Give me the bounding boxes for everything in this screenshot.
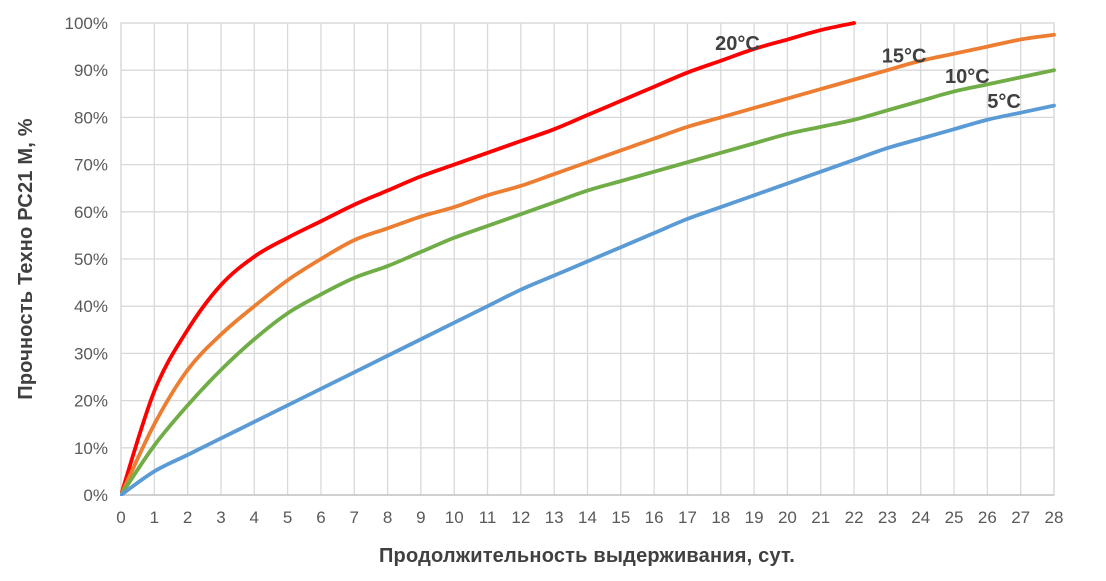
y-tick-label: 60%	[74, 203, 108, 222]
x-tick-label: 25	[945, 508, 964, 527]
series-line-0	[120, 21, 856, 496]
x-tick-label: 10	[445, 508, 464, 527]
x-tick-label: 12	[511, 508, 530, 527]
x-tick-label: 14	[578, 508, 597, 527]
x-tick-label: 17	[678, 508, 697, 527]
x-tick-label: 3	[216, 508, 225, 527]
series-annotation-3: 5°C	[987, 91, 1021, 113]
x-tick-label: 22	[845, 508, 864, 527]
x-tick-label: 5	[283, 508, 292, 527]
x-tick-label: 28	[1045, 508, 1064, 527]
x-tick-label: 7	[350, 508, 359, 527]
y-tick-label: 40%	[74, 297, 108, 316]
series-line-2	[120, 68, 1056, 496]
x-tick-label: 6	[316, 508, 325, 527]
x-tick-label: 2	[183, 508, 192, 527]
axis-tick-labels: 0 1 2 3 4 5 6 7 8 9 10 11 12 13 14 15 16 17 18 19 20 21 22 23 24…	[65, 14, 1064, 527]
x-tick-label: 9	[416, 508, 425, 527]
y-tick-label: 70%	[74, 156, 108, 175]
series-line-1	[120, 32, 1056, 496]
series-annotation-0: 20°C	[715, 33, 760, 55]
y-tick-label: 0%	[83, 486, 108, 505]
x-tick-label: 4	[250, 508, 259, 527]
y-tick-label: 80%	[74, 108, 108, 127]
x-tick-label: 23	[878, 508, 897, 527]
y-tick-label: 100%	[65, 14, 108, 33]
y-tick-label: 50%	[74, 250, 108, 269]
x-tick-label: 11	[479, 508, 497, 527]
series-line-3	[120, 103, 1056, 496]
x-tick-label: 13	[545, 508, 564, 527]
x-tick-label: 1	[150, 508, 159, 527]
x-tick-label: 20	[778, 508, 797, 527]
y-tick-label: 20%	[74, 392, 108, 411]
series-labels: 20°C 15°C 10°C 5°C	[715, 33, 1021, 113]
x-tick-label: 27	[1011, 508, 1030, 527]
y-axis-title: Прочность Техно РС21 М, %	[15, 118, 37, 399]
series-lines	[120, 21, 1056, 496]
y-tick-label: 10%	[74, 439, 108, 458]
series-annotation-2: 10°C	[945, 66, 990, 88]
x-tick-label: 16	[645, 508, 664, 527]
gridlines	[120, 22, 1055, 496]
y-tick-label: 30%	[74, 344, 108, 363]
x-tick-label: 15	[611, 508, 630, 527]
plot-border	[120, 22, 1055, 496]
x-tick-label: 8	[383, 508, 392, 527]
x-tick-label: 26	[978, 508, 997, 527]
x-tick-label: 18	[711, 508, 730, 527]
x-axis-title: Продолжительность выдерживания, сут.	[379, 545, 795, 567]
x-tick-label: 21	[811, 508, 830, 527]
x-tick-label: 0	[116, 508, 125, 527]
series-annotation-1: 15°C	[882, 46, 927, 68]
x-tick-label: 19	[745, 508, 764, 527]
y-tick-label: 90%	[74, 61, 108, 80]
x-tick-label: 24	[911, 508, 930, 527]
